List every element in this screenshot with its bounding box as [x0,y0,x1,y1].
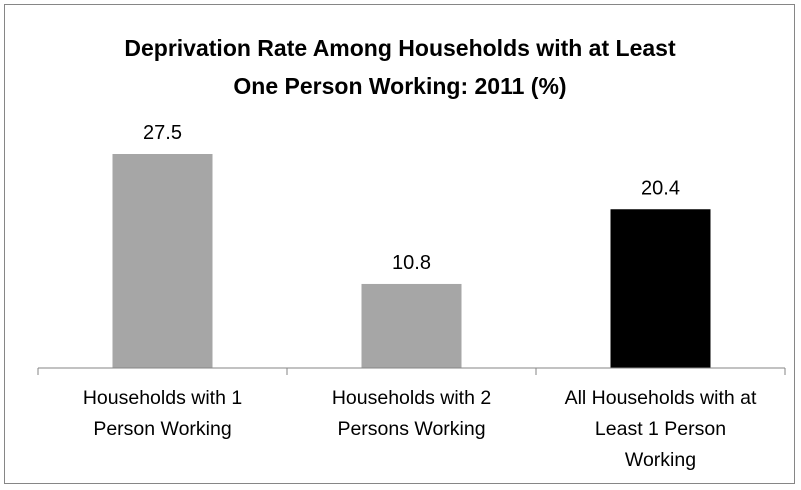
bar-1 [112,154,213,368]
x-tick-label-line: Person Working [93,418,231,440]
bar-3 [610,209,711,368]
x-tick-label-line: Working [625,449,696,471]
x-axis [37,367,786,375]
chart-title-line-1: Deprivation Rate Among Households with a… [124,35,676,61]
x-tick-label-line: Persons Working [337,418,485,440]
x-tick-label-2: Households with 2 Persons Working [332,387,491,440]
data-labels-group: 27.5 10.8 20.4 [143,122,680,274]
x-tick-label-line: Households with 1 [83,387,242,409]
bars-group [112,154,711,368]
x-tick-label-line: Households with 2 [332,387,491,409]
x-tick-labels-group: Households with 1 Person WorkingHousehold… [83,387,757,471]
chart-title-line-2: One Person Working: 2011 (%) [233,73,566,99]
data-label-1: 27.5 [143,122,182,144]
bar-2 [361,283,462,368]
x-tick-label-1: Households with 1 Person Working [83,387,242,440]
data-label-2: 10.8 [392,252,431,274]
x-tick-label-3: All Households with at Least 1 Person Work… [565,387,757,471]
x-tick-label-line: All Households with at [565,387,757,409]
data-label-3: 20.4 [641,177,680,199]
x-tick-label-line: Least 1 Person [595,418,726,440]
